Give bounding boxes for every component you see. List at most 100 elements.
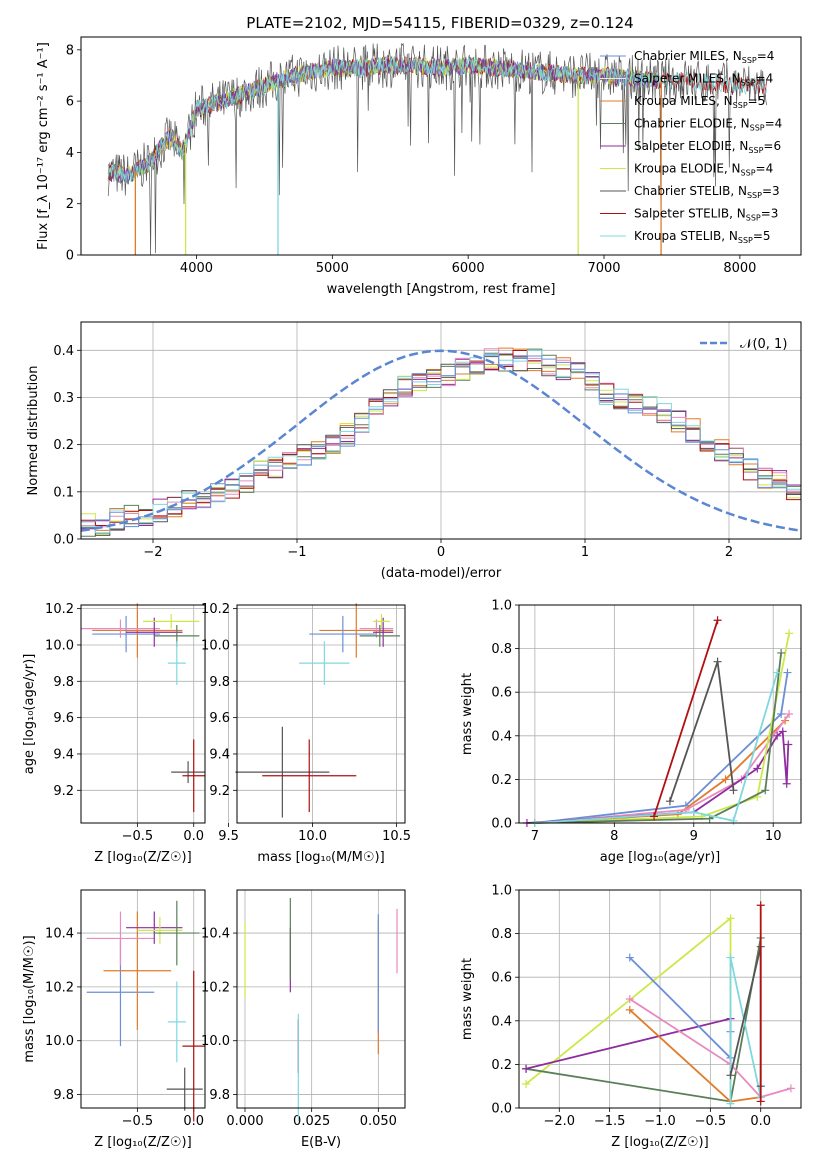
x-tick-label: 6000 (452, 261, 485, 276)
axes-frame (236, 889, 406, 1109)
axes-frame (80, 321, 802, 540)
y-tick-label: 1.0 (491, 599, 512, 614)
x-tick-label: 0.0 (750, 1114, 771, 1129)
y-tick-label: 10.2 (45, 602, 74, 617)
histogram-step (81, 354, 801, 528)
mass-weight-marker (665, 797, 674, 806)
mass-weight-marker (782, 779, 791, 788)
mass-weight-marker (650, 812, 659, 821)
mass-weight-line (653, 620, 719, 817)
legend-subscript: SSP (746, 214, 761, 223)
y-tick-label: 1.0 (491, 884, 512, 899)
panel-3: −0.5 0.0 9.2 9.4 9.6 9.8 10.0 10.2 Z [log₁₀(Z/Z☉… (22, 602, 206, 865)
y-tick-label: 9.2 (53, 784, 74, 799)
mass-weight-marker (785, 710, 794, 718)
y-axis-label: mass [log₁₀(M/M☉)] (22, 935, 37, 1062)
x-tick-label: 2 (725, 545, 733, 560)
y-tick-label: 2 (66, 197, 74, 212)
mass-weight-marker (625, 1005, 634, 1014)
mass-weight-line (534, 672, 779, 824)
panel-2: −2 −1 0 1 2 0.0 0.1 0.2 0.3 0.4 (data-model)/error… (26, 321, 802, 581)
panel-7: 0.000 0.025 0.050 9.8 10.0 10.2 10.4 E(B-V) (201, 889, 406, 1150)
y-tick-label: 10.0 (201, 1034, 230, 1049)
legend-subscript: SSP (742, 56, 757, 65)
mass-weight-marker (689, 808, 698, 817)
y-axis-label: age [log₁₀(age/yr)] (22, 654, 37, 775)
plot-area (522, 901, 795, 1108)
axes-frame (80, 604, 206, 824)
legend-entry: Salpeter ELODIE, NSSP=6 (634, 139, 781, 155)
x-tick-label: 0.0 (183, 829, 204, 844)
mass-weight-marker (753, 764, 762, 773)
y-tick-label: 10.4 (201, 927, 230, 942)
y-tick-label: 9.8 (53, 675, 74, 690)
x-tick-label: −2 (143, 545, 162, 560)
x-tick-label: 8 (610, 829, 618, 844)
legend-nssp: =4 (756, 162, 774, 176)
plot-area (81, 603, 205, 813)
x-axis-label: age [log₁₀(age/yr)] (600, 850, 721, 865)
y-tick-label: 9.2 (209, 784, 230, 799)
x-tick-label: 0.050 (360, 1114, 397, 1129)
axes-frame (236, 604, 406, 824)
y-axis-label: mass weight (460, 958, 475, 1040)
y-tick-label: 10.0 (201, 638, 230, 653)
mass-weight-marker (713, 616, 722, 625)
x-tick-label: 7000 (587, 261, 620, 276)
legend-nssp: =4 (765, 117, 783, 131)
x-tick-label: 8000 (723, 261, 756, 276)
y-axis-label: Flux [f_λ 10⁻¹⁷ erg cm⁻² s⁻¹ A⁻¹] (36, 42, 51, 250)
x-tick-label: 0.0 (183, 1114, 204, 1129)
mass-weight-marker (786, 1084, 795, 1093)
y-axis-label: mass weight (460, 673, 475, 755)
legend-entry: Chabrier STELIB, NSSP=3 (634, 184, 780, 200)
legend-subscript: SSP (738, 236, 753, 245)
mass-weight-line (629, 998, 792, 1099)
legend-subscript: SSP (747, 191, 762, 200)
y-tick-label: 0.1 (53, 485, 74, 500)
x-tick-label: 0.025 (293, 1114, 330, 1129)
legend-entry: Kroupa ELODIE, NSSP=4 (634, 162, 773, 178)
mass-weight-marker (783, 668, 792, 677)
x-tick-label: 4000 (180, 261, 213, 276)
x-tick-label: −0.5 (695, 1114, 727, 1129)
mass-weight-marker (522, 1064, 531, 1073)
mass-weight-line (534, 713, 790, 824)
y-tick-label: 0.0 (491, 817, 512, 832)
y-tick-label: 0.8 (491, 927, 512, 942)
y-tick-label: 9.6 (209, 711, 230, 726)
mass-weight-marker (756, 901, 765, 910)
plot-area (107, 42, 768, 255)
panel-5: 7 8 9 10 0.0 0.2 0.4 0.6 0.8 1.0 age [log₁₀(age/yr… (460, 599, 802, 865)
mass-weight-marker (773, 731, 782, 740)
axes-frame (80, 36, 802, 256)
plot-area (235, 603, 400, 818)
y-tick-label: 0.4 (491, 1014, 512, 1029)
panel-4: 9.5 10.0 10.5 9.2 9.4 9.6 9.8 10.0 10.2 mass [log… (201, 602, 411, 865)
legend-entry: Kroupa MILES, NSSP=5 (634, 94, 765, 110)
x-tick-label: 1 (581, 545, 589, 560)
axes-frame (80, 889, 206, 1109)
x-tick-label: 9 (690, 829, 698, 844)
mass-weight-marker (726, 914, 735, 923)
y-tick-label: 0.0 (491, 1102, 512, 1117)
y-tick-label: 0.8 (491, 642, 512, 657)
spectrum-line (107, 56, 768, 185)
y-tick-label: 10.4 (45, 927, 74, 942)
y-axis-label: Normed distribution (26, 366, 41, 496)
legend-entry: Chabrier ELODIE, NSSP=4 (634, 117, 782, 133)
y-tick-label: 9.8 (209, 675, 230, 690)
legend-nssp: =5 (753, 229, 771, 243)
legend-nssp: =5 (748, 94, 766, 108)
x-tick-label: 10.0 (298, 829, 327, 844)
y-tick-label: 0.2 (491, 773, 512, 788)
y-tick-label: 10.2 (45, 980, 74, 995)
legend-entry: Kroupa STELIB, NSSP=5 (634, 229, 771, 245)
x-axis-label: E(B-V) (301, 1135, 341, 1150)
x-tick-label: 0.000 (226, 1114, 263, 1129)
y-tick-label: 0.6 (491, 971, 512, 986)
legend-entry: Salpeter MILES, NSSP=4 (634, 72, 773, 88)
legend-nssp: =4 (756, 72, 774, 86)
y-tick-label: 0 (66, 249, 74, 264)
legend-subscript: SSP (741, 79, 756, 88)
